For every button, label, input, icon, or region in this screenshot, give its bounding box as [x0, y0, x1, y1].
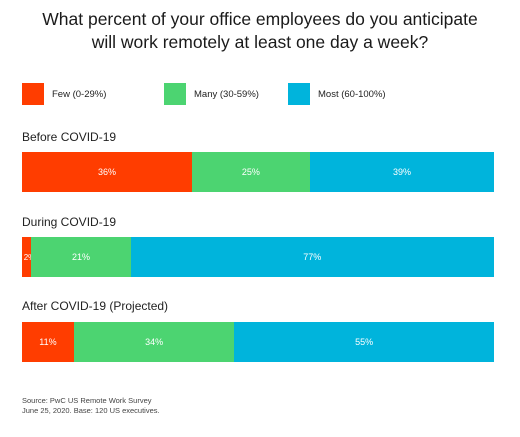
- category-label-after: After COVID-19 (Projected): [22, 299, 169, 313]
- bar-value-label: 34%: [145, 337, 164, 347]
- bar-segment-most: 55%: [234, 322, 494, 362]
- bar-after-covid: 11% 34% 55%: [22, 322, 494, 362]
- bar-segment-few: 2%: [22, 237, 32, 277]
- bar-value-label: 36%: [97, 167, 116, 177]
- bar-value-label: 39%: [392, 167, 411, 177]
- bar-segment-few: 36%: [22, 152, 192, 192]
- legend-swatch-many: [164, 83, 186, 105]
- legend-item-many: Many (30-59%): [164, 83, 259, 105]
- legend-swatch-most: [288, 83, 310, 105]
- bar-segment-many: 21%: [31, 237, 131, 277]
- bar-segment-most: 39%: [309, 152, 494, 192]
- bar-value-label: 25%: [241, 167, 260, 177]
- chart-title: What percent of your office employees do…: [0, 8, 520, 54]
- category-label-during: During COVID-19: [22, 215, 117, 229]
- bar-segment-many: 34%: [73, 322, 235, 362]
- bar-segment-many: 25%: [191, 152, 310, 192]
- legend-label-few: Few (0-29%): [52, 88, 107, 100]
- source-line-1: Source: PwC US Remote Work Survey: [22, 396, 152, 405]
- bar-value-label: 11%: [39, 337, 57, 347]
- bar-segment-most: 77%: [130, 237, 494, 277]
- category-label-before: Before COVID-19: [22, 130, 117, 144]
- bar-before-covid: 36% 25% 39%: [22, 152, 494, 192]
- bar-value-label: 77%: [303, 252, 322, 262]
- source-note: Source: PwC US Remote Work Survey June 2…: [22, 396, 160, 415]
- source-line-2: June 25, 2020. Base: 120 US executives.: [22, 405, 160, 415]
- bar-during-covid: 2% 21% 77%: [22, 237, 494, 277]
- legend-item-few: Few (0-29%): [22, 83, 106, 105]
- legend: Few (0-29%) Many (30-59%) Most (60-100%): [22, 83, 502, 105]
- bar-segment-few: 11%: [22, 322, 74, 362]
- legend-item-most: Most (60-100%): [288, 83, 386, 105]
- bar-value-label: 55%: [355, 337, 374, 347]
- chart-title-line-1: What percent of your office employees do…: [42, 9, 478, 29]
- chart-title-line-2: will work remotely at least one day a we…: [91, 32, 429, 52]
- legend-label-most: Most (60-100%): [318, 88, 386, 100]
- bar-value-label: 2%: [23, 252, 32, 262]
- legend-label-many: Many (30-59%): [194, 88, 259, 100]
- bar-value-label: 21%: [71, 252, 90, 262]
- legend-swatch-few: [22, 83, 44, 105]
